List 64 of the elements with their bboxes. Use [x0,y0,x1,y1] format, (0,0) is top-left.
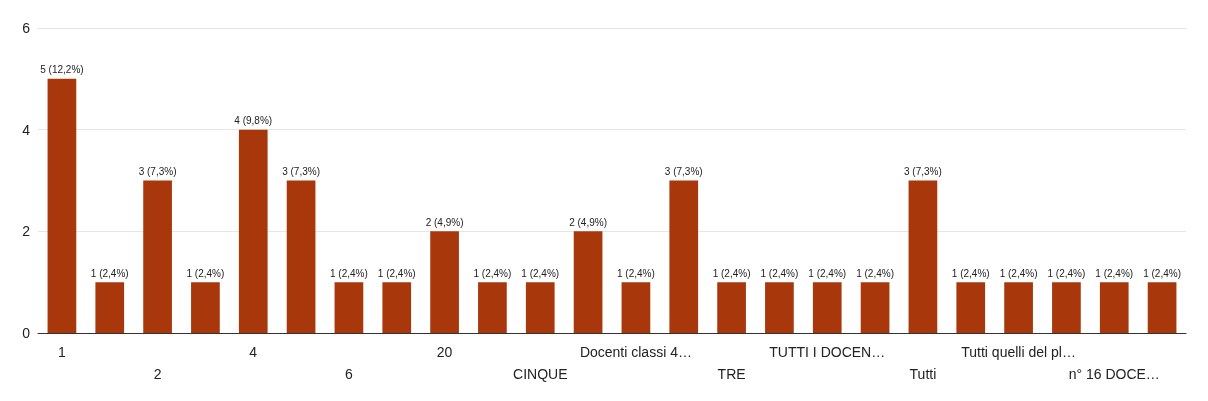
bar [95,282,125,333]
x-tick-label: CINQUE [513,366,568,382]
bar [525,282,555,333]
x-tick-label: n° 16 DOCE… [1068,366,1160,382]
data-label: 2 (4,9%) [425,216,464,228]
data-label: 1 (2,4%) [473,267,512,279]
x-tick-label: 20 [436,344,453,360]
bar [47,78,77,333]
data-label: 1 (2,4%) [712,267,751,279]
data-label: 1 (2,4%) [330,267,368,279]
data-label: 1 (2,4%) [1095,267,1134,279]
x-tick-label: Tutti quelli del pl… [961,344,1076,360]
x-tick-label: 2 [153,366,162,382]
bar [908,180,938,333]
data-label: 1 (2,4%) [1047,267,1086,279]
data-label: 1 (2,4%) [1143,267,1181,279]
data-label: 1 (2,4%) [999,267,1038,279]
bar [669,180,699,333]
bar [1099,282,1129,333]
data-label: 5 (12,2%) [40,64,84,76]
bar [765,282,794,333]
bar [238,129,268,333]
data-label: 3 (7,3%) [664,166,703,177]
bar [430,231,459,333]
y-tick-label: 0 [22,325,31,341]
bar [1052,282,1081,333]
x-tick-label: TRE [717,366,746,382]
data-label: 1 (2,4%) [377,267,416,279]
x-tick-label: 4 [249,344,258,360]
data-label: 1 (2,4%) [951,267,990,279]
data-label: 3 (7,3%) [282,166,320,177]
data-label: 1 (2,4%) [90,267,129,279]
bar [621,282,651,333]
bar [573,231,603,333]
bar [478,282,507,333]
x-tick-label: Tutti [909,366,937,382]
data-label: 3 (7,3%) [138,166,177,177]
data-label: 1 (2,4%) [856,267,894,279]
bar [717,282,746,333]
data-label: 1 (2,4%) [617,267,655,279]
bar [1004,282,1033,333]
y-tick-label: 2 [22,223,31,240]
data-label: 4 (9,8%) [234,115,273,127]
data-label: 2 (4,9%) [569,216,607,228]
bar [334,282,364,333]
data-label: 1 (2,4%) [186,267,225,279]
data-label: 1 (2,4%) [521,267,560,279]
y-tick-label: 6 [22,20,31,36]
bar [143,180,172,333]
bar [956,282,986,333]
x-tick-label: Docenti classi 4… [579,344,692,360]
x-tick-label: 1 [58,344,67,360]
data-label: 1 (2,4%) [808,267,847,279]
bar [1147,282,1177,333]
bar [812,282,842,333]
bar [382,282,412,333]
bar [191,282,220,333]
data-label: 3 (7,3%) [904,166,942,177]
data-label: 1 (2,4%) [760,267,799,279]
y-tick-label: 4 [22,121,31,138]
bar [860,282,890,333]
bar [286,180,316,333]
x-tick-label: 6 [345,366,354,382]
x-tick-label: TUTTI I DOCEN… [769,344,886,360]
